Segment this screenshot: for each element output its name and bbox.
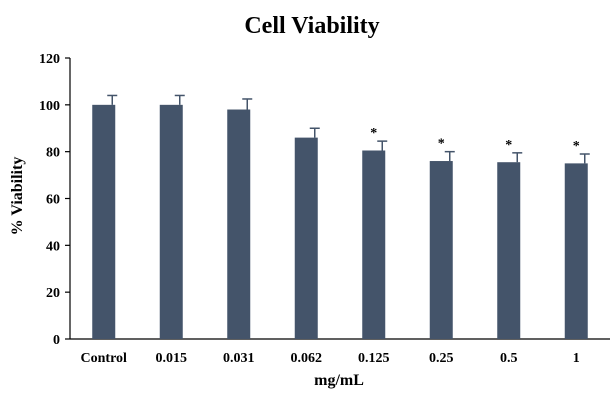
x-tick-label: 0.031 — [223, 351, 255, 366]
bar — [159, 104, 183, 339]
y-tick-label: 20 — [46, 286, 60, 301]
y-tick-label: 0 — [53, 333, 60, 348]
significance-marker: * — [505, 138, 512, 153]
x-tick-label: Control — [81, 351, 128, 366]
y-tick-label: 80 — [46, 146, 60, 161]
y-axis-ticks: 0 20 40 60 80 100 120 — [39, 52, 70, 348]
significance-marker: * — [370, 126, 377, 141]
y-tick-label: 60 — [46, 193, 60, 208]
chart-title: Cell Viability — [244, 13, 379, 39]
x-tick-label: 0.015 — [156, 351, 188, 366]
x-tick-label: 0.25 — [429, 351, 454, 366]
y-tick-label: 100 — [39, 99, 60, 114]
y-tick-label: 40 — [46, 239, 60, 254]
y-tick-label: 120 — [39, 52, 60, 67]
bar — [92, 104, 116, 339]
x-axis-tick-labels: Control 0.015 0.031 0.062 0.125 0.25 0.5 1 — [81, 351, 580, 366]
bar — [294, 137, 318, 339]
x-tick-label: 1 — [573, 351, 580, 366]
bar-series: * * * * — [92, 94, 590, 340]
bar — [362, 150, 386, 339]
y-axis-label: % Viability — [9, 157, 26, 236]
x-tick-label: 0.125 — [358, 351, 390, 366]
bar — [227, 109, 251, 340]
x-tick-label: 0.062 — [291, 351, 323, 366]
significance-marker: * — [573, 139, 580, 154]
bar — [497, 162, 521, 339]
bar — [429, 161, 453, 339]
bar — [564, 163, 588, 339]
x-axis-label: mg/mL — [314, 372, 364, 389]
significance-marker: * — [438, 137, 445, 152]
x-tick-label: 0.5 — [500, 351, 518, 366]
